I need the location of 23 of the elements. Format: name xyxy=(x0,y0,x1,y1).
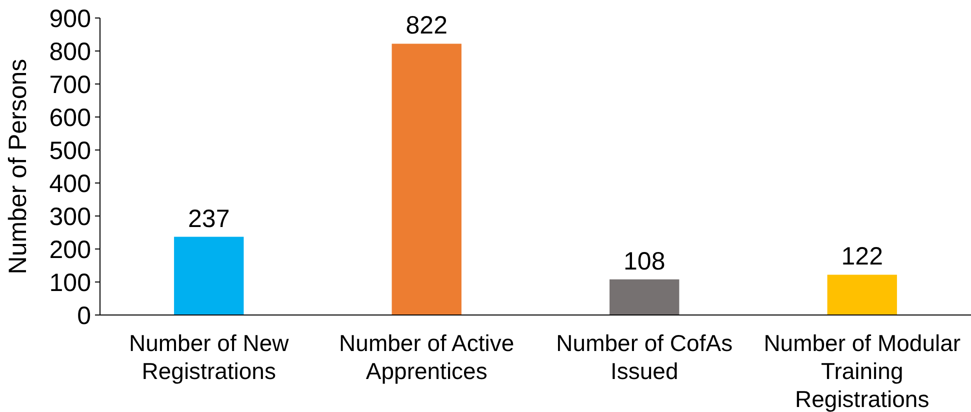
y-tick-label: 300 xyxy=(49,202,91,231)
bar xyxy=(174,236,244,315)
x-tick-label: Number of New Registrations xyxy=(128,330,290,384)
x-tick-label: Number of CofAs Issued xyxy=(556,330,733,384)
y-tick-label: 500 xyxy=(49,136,91,165)
data-label: 237 xyxy=(188,204,230,233)
y-tick-label: 400 xyxy=(49,170,91,198)
y-axis-title: Number of Persons xyxy=(4,58,32,274)
x-tick-label: Number of Active Apprentices xyxy=(339,330,514,384)
bar xyxy=(827,274,897,315)
data-label: 108 xyxy=(624,247,666,276)
x-tick-label: Number of Modular Training Registrations xyxy=(764,330,961,412)
y-tick-label: 100 xyxy=(49,268,91,297)
data-label: 122 xyxy=(841,242,883,271)
bar xyxy=(610,279,680,315)
y-tick-label: 200 xyxy=(49,236,91,264)
y-tick-label: 900 xyxy=(49,4,91,33)
y-tick-label: 0 xyxy=(77,302,91,330)
y-tick-label: 800 xyxy=(49,38,91,66)
data-label: 822 xyxy=(406,12,448,40)
y-tick-label: 600 xyxy=(49,104,91,132)
bar xyxy=(392,44,462,315)
y-tick-label: 700 xyxy=(49,70,91,99)
